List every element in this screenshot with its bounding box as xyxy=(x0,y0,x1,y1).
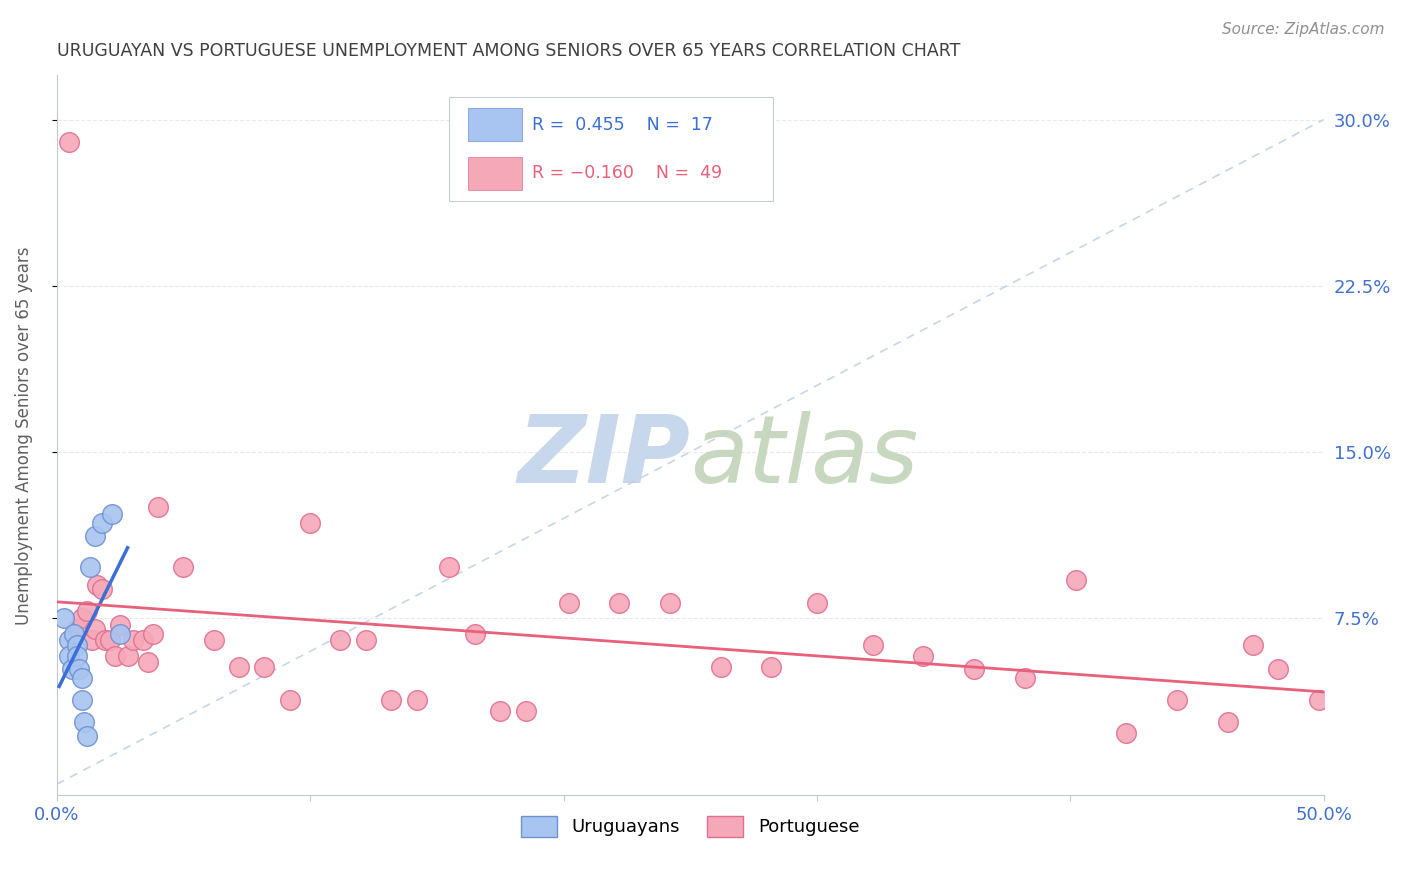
Text: atlas: atlas xyxy=(690,411,918,502)
Point xyxy=(1241,638,1264,652)
Point xyxy=(53,611,76,625)
Text: R = −0.160    N =  49: R = −0.160 N = 49 xyxy=(531,164,721,182)
Point xyxy=(557,596,579,610)
Point xyxy=(1064,574,1087,588)
Point xyxy=(710,660,733,674)
Point xyxy=(1267,662,1289,676)
Point xyxy=(70,693,93,707)
Point xyxy=(439,560,461,574)
Text: ZIP: ZIP xyxy=(517,411,690,503)
Point xyxy=(121,633,143,648)
Point xyxy=(299,516,322,530)
Point xyxy=(132,633,155,648)
Point xyxy=(58,648,80,663)
Point xyxy=(806,596,828,610)
Text: Source: ZipAtlas.com: Source: ZipAtlas.com xyxy=(1222,22,1385,37)
Point xyxy=(1216,715,1239,730)
Point xyxy=(489,704,512,718)
Text: R =  0.455    N =  17: R = 0.455 N = 17 xyxy=(531,116,713,134)
Point xyxy=(142,626,165,640)
Point xyxy=(101,507,124,521)
Point xyxy=(63,626,86,640)
Text: URUGUAYAN VS PORTUGUESE UNEMPLOYMENT AMONG SENIORS OVER 65 YEARS CORRELATION CHA: URUGUAYAN VS PORTUGUESE UNEMPLOYMENT AMO… xyxy=(56,42,960,60)
Point xyxy=(354,633,377,648)
Point xyxy=(761,660,783,674)
Point xyxy=(82,633,104,648)
Point xyxy=(76,729,98,743)
Point xyxy=(98,633,121,648)
Point xyxy=(607,596,630,610)
Point xyxy=(1014,671,1036,685)
Point xyxy=(108,626,131,640)
Point xyxy=(464,626,486,640)
Point xyxy=(659,596,682,610)
Point xyxy=(58,135,80,149)
FancyBboxPatch shape xyxy=(450,97,773,202)
Point xyxy=(1166,693,1188,707)
Point xyxy=(86,578,108,592)
Point xyxy=(66,622,89,636)
Point xyxy=(912,648,935,663)
Point xyxy=(83,622,105,636)
Point xyxy=(67,662,90,676)
Point xyxy=(70,611,93,625)
Point xyxy=(66,648,89,663)
Point xyxy=(136,656,159,670)
Point xyxy=(91,516,114,530)
Point xyxy=(963,662,986,676)
Point xyxy=(104,648,127,663)
Point xyxy=(329,633,352,648)
Point xyxy=(117,648,139,663)
FancyBboxPatch shape xyxy=(468,108,522,141)
Point xyxy=(94,633,117,648)
Point xyxy=(228,660,250,674)
Point xyxy=(278,693,301,707)
Point xyxy=(83,529,105,543)
FancyBboxPatch shape xyxy=(468,157,522,190)
Point xyxy=(172,560,194,574)
Point xyxy=(108,617,131,632)
Point xyxy=(73,715,96,730)
Point xyxy=(862,638,884,652)
Point xyxy=(380,693,402,707)
Point xyxy=(1115,726,1137,740)
Point xyxy=(405,693,427,707)
Point xyxy=(515,704,537,718)
Point xyxy=(58,633,80,648)
Point xyxy=(79,560,101,574)
Point xyxy=(91,582,114,597)
Point xyxy=(1308,693,1330,707)
Y-axis label: Unemployment Among Seniors over 65 years: Unemployment Among Seniors over 65 years xyxy=(15,246,32,624)
Legend: Uruguayans, Portuguese: Uruguayans, Portuguese xyxy=(515,809,866,844)
Point xyxy=(146,500,169,515)
Point xyxy=(70,671,93,685)
Point xyxy=(253,660,276,674)
Point xyxy=(66,638,89,652)
Point xyxy=(60,662,83,676)
Point xyxy=(202,633,225,648)
Point xyxy=(76,605,98,619)
